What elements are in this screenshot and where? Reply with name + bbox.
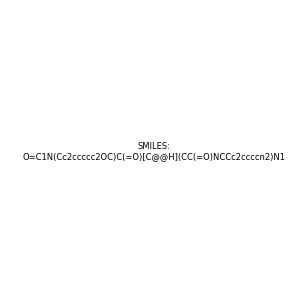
Text: SMILES:
O=C1N(Cc2ccccc2OC)C(=O)[C@@H](CC(=O)NCCc2ccccn2)N1: SMILES: O=C1N(Cc2ccccc2OC)C(=O)[C@@H](CC… bbox=[22, 142, 285, 161]
